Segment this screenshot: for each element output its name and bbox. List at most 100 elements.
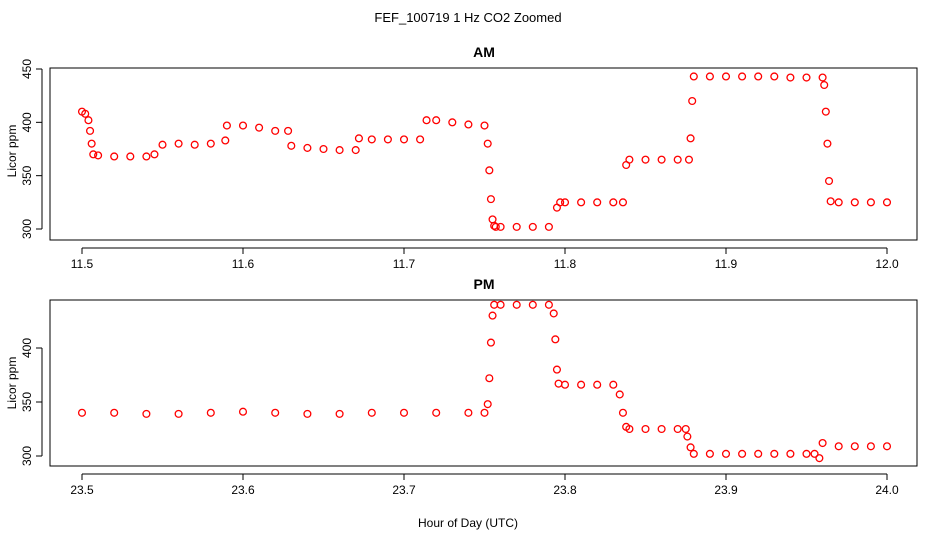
am-data-point xyxy=(87,139,96,148)
am-data-point xyxy=(786,73,795,82)
pm-data-point xyxy=(686,443,695,452)
am-data-point xyxy=(705,72,714,81)
pm-x-tick-label: 23.8 xyxy=(553,483,577,497)
pm-data-point xyxy=(528,300,537,309)
am-data-point xyxy=(491,222,500,231)
x-axis-label: Hour of Day (UTC) xyxy=(418,516,518,530)
pm-data-point xyxy=(367,408,376,417)
am-data-point xyxy=(464,120,473,129)
pm-data-point xyxy=(815,454,824,463)
pm-data-point xyxy=(689,449,698,458)
am-data-point xyxy=(770,72,779,81)
pm-y-axis: 300 350 400 xyxy=(20,338,43,466)
figure-title: FEF_100719 1 Hz CO2 Zoomed xyxy=(374,10,561,25)
am-data-point xyxy=(834,198,843,207)
am-y-axis: 300 350 400 450 xyxy=(20,59,43,239)
pm-data-point xyxy=(399,408,409,417)
am-data-point xyxy=(618,198,628,207)
pm-panel: PM Licor ppm 23.5 23.6 23.7 23.8 23.9 24.0 30… xyxy=(5,276,918,497)
pm-data-point xyxy=(560,380,570,389)
am-data-point xyxy=(684,155,694,164)
am-data-point xyxy=(222,121,231,130)
am-x-axis: 11.5 11.6 11.7 11.8 11.9 12.0 xyxy=(71,247,899,271)
am-data-point xyxy=(255,123,264,132)
am-data-point xyxy=(820,80,829,90)
pm-data-point xyxy=(335,409,344,418)
am-y-axis-label: Licor ppm xyxy=(5,125,19,178)
pm-data-point xyxy=(615,390,624,399)
pm-data-point xyxy=(464,408,473,417)
pm-data-point xyxy=(554,379,563,388)
pm-y-tick-label: 300 xyxy=(20,446,34,466)
pm-data-point xyxy=(738,449,747,458)
am-data-point xyxy=(688,96,697,106)
am-x-tick-label: 12.0 xyxy=(875,257,899,271)
am-data-point xyxy=(287,141,296,150)
am-data-point xyxy=(422,116,431,125)
am-data-point xyxy=(284,126,293,135)
pm-y-tick-label: 400 xyxy=(20,338,34,358)
am-data-point xyxy=(383,135,392,144)
pm-y-tick-label: 350 xyxy=(20,392,34,412)
pm-data-point xyxy=(618,408,628,417)
am-data-point xyxy=(271,126,280,135)
pm-data-point xyxy=(593,380,602,389)
pm-data-point xyxy=(577,380,586,389)
am-x-tick-label: 11.6 xyxy=(232,257,255,271)
am-data-point xyxy=(486,195,495,204)
am-data-point xyxy=(354,134,363,143)
pm-data-points xyxy=(77,300,892,463)
am-x-tick-label: 11.7 xyxy=(393,257,416,271)
am-data-point xyxy=(206,139,215,148)
am-data-point xyxy=(818,73,827,82)
am-x-tick-label: 11.9 xyxy=(715,257,738,271)
pm-x-tick-label: 24.0 xyxy=(875,483,899,497)
am-panel: AM Licor ppm 11.5 11.6 11.7 11.8 11.9 12.0 30… xyxy=(5,44,918,271)
pm-plot-frame xyxy=(49,299,918,467)
pm-data-point xyxy=(238,407,248,416)
am-data-point xyxy=(544,222,553,231)
am-data-point xyxy=(150,150,159,159)
am-data-point xyxy=(593,198,602,207)
pm-data-point xyxy=(486,338,495,347)
am-data-point xyxy=(826,197,835,206)
pm-data-point xyxy=(754,449,763,458)
am-data-point xyxy=(190,140,199,149)
am-data-point xyxy=(335,146,344,155)
pm-data-point xyxy=(110,408,119,417)
am-data-points xyxy=(77,72,892,231)
am-data-point xyxy=(238,121,248,130)
am-data-point xyxy=(174,139,183,148)
pm-data-point xyxy=(206,408,215,417)
pm-data-point xyxy=(802,449,811,458)
pm-data-point xyxy=(657,424,666,434)
am-data-point xyxy=(221,136,230,145)
pm-data-point xyxy=(480,408,489,417)
am-plot-frame xyxy=(49,67,918,241)
am-x-tick-label: 11.8 xyxy=(554,257,577,271)
pm-data-point xyxy=(834,442,843,451)
am-y-tick-label: 400 xyxy=(20,112,34,132)
am-data-point xyxy=(351,146,360,155)
am-data-point xyxy=(686,134,695,143)
am-data-point xyxy=(496,222,505,231)
pm-data-point xyxy=(818,438,827,448)
pm-data-point xyxy=(721,449,731,458)
am-y-tick-label: 350 xyxy=(20,165,34,185)
pm-data-point xyxy=(786,449,795,458)
am-x-tick-label: 11.5 xyxy=(71,257,94,271)
pm-data-point xyxy=(544,300,553,309)
am-data-point xyxy=(823,139,832,148)
am-data-point xyxy=(485,166,494,175)
pm-y-axis-label: Licor ppm xyxy=(5,357,19,410)
am-data-point xyxy=(81,109,90,118)
am-data-point xyxy=(641,155,650,164)
am-data-point xyxy=(483,139,492,148)
pm-x-tick-label: 23.6 xyxy=(231,483,255,497)
am-data-point xyxy=(754,72,763,81)
am-y-tick-label: 300 xyxy=(20,219,34,239)
pm-data-point xyxy=(142,409,151,418)
am-data-point xyxy=(432,116,441,125)
am-data-point xyxy=(850,198,859,207)
